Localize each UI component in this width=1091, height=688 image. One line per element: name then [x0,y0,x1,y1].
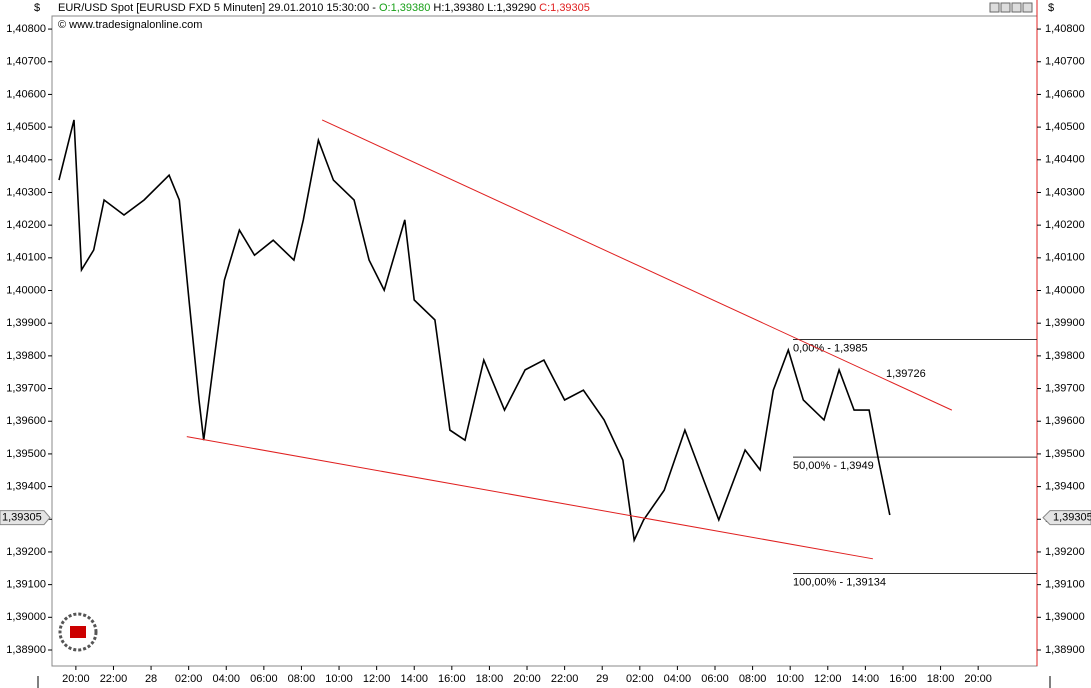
high-low: H:1,39380 L:1,39290 [433,2,536,14]
y-tick-label: 1,40200 [6,219,46,231]
x-tick-label: 16:00 [438,673,466,685]
y-tick-label: 1,38900 [1045,644,1085,656]
last-price-marker [0,510,51,526]
y-tick-label: 1,40700 [6,56,46,68]
x-tick-label: 28 [145,673,157,685]
plot-area [51,15,1038,667]
open: O:1,39380 [379,2,430,14]
fib-label: 50,00% - 1,3949 [793,460,874,472]
x-tick-label: 20:00 [62,673,90,685]
x-tick-label: 06:00 [250,673,278,685]
button[interactable] [989,2,1000,13]
close: C:1,39305 [539,2,590,14]
y-tick-label: 1,39100 [1045,579,1085,591]
x-tick-label: 20:00 [513,673,541,685]
x-tick-label: 02:00 [626,673,654,685]
y-tick-label: 1,39700 [6,382,46,394]
y-tick-label: 1,39600 [1045,415,1085,427]
x-tick-label: 14:00 [400,673,428,685]
x-tick-label: 04:00 [664,673,692,685]
logo [58,612,98,652]
y-tick-label: 1,38900 [6,644,46,656]
x-tick-label: 14:00 [852,673,880,685]
y-tick-label: 1,39200 [1045,546,1085,558]
title: EUR/USD Spot [EURUSD FXD 5 Minuten] 29.0… [58,2,379,14]
y-tick-label: 1,40500 [1045,121,1085,133]
y-tick-label: 1,40800 [6,23,46,35]
y-tick-label: 1,39100 [6,579,46,591]
x-tick-label: 02:00 [175,673,203,685]
fib-label: 100,00% - 1,39134 [793,576,886,588]
trendline [186,436,873,560]
y-tick-label: 1,40500 [6,121,46,133]
x-tick-label: 10:00 [325,673,353,685]
x-tick-label: 08:00 [288,673,316,685]
y-tick-label: 1,39800 [1045,350,1085,362]
y-tick-label: 1,40000 [1045,284,1085,296]
y-tick-label: 1,39400 [1045,480,1085,492]
x-tick-label: 18:00 [476,673,504,685]
x-tick-label: 29 [596,673,608,685]
button[interactable] [1022,2,1033,13]
y-tick-label: 1,40000 [6,284,46,296]
y-tick-label: 1,39500 [6,448,46,460]
x-tick-label: 22:00 [551,673,579,685]
x-tick-label: 12:00 [814,673,842,685]
x-tick-label: 04:00 [212,673,240,685]
last-price-label: 1,39305 [2,512,42,524]
last-price-marker [1042,510,1091,526]
x-tick-label: 18:00 [927,673,955,685]
trendline [321,119,953,411]
y-tick-label: 1,39900 [6,317,46,329]
y-tick-label: 1,39600 [6,415,46,427]
x-tick-label: 10:00 [776,673,804,685]
price-line [58,119,891,543]
y-tick-label: 1,39500 [1045,448,1085,460]
y-tick-label: 1,40600 [1045,88,1085,100]
y-tick-label: 1,39400 [6,480,46,492]
copyright: © www.tradesignalonline.com [58,19,202,31]
button[interactable] [1000,2,1011,13]
y-tick-label: 1,40100 [1045,252,1085,264]
y-tick-label: 1,40200 [1045,219,1085,231]
button[interactable] [1011,2,1022,13]
x-tick-label: 20:00 [964,673,992,685]
y-tick-label: 1,39200 [6,546,46,558]
y-tick-label: 1,40100 [6,252,46,264]
y-tick-label: 1,39800 [6,350,46,362]
y-tick-label: 1,40300 [6,186,46,198]
y-tick-label: 1,39700 [1045,382,1085,394]
y-tick-label: 1,40300 [1045,186,1085,198]
annotation: 1,39726 [886,368,926,380]
x-tick-label: 22:00 [100,673,128,685]
currency-right: $ [1048,2,1054,14]
fib-label: 0,00% - 1,3985 [793,342,868,354]
y-tick-label: 1,39900 [1045,317,1085,329]
y-tick-label: 1,40800 [1045,23,1085,35]
y-tick-label: 1,40600 [6,88,46,100]
chart-title: EUR/USD Spot [EURUSD FXD 5 Minuten] 29.0… [58,2,590,14]
x-tick-label: 12:00 [363,673,391,685]
x-tick-label: 16:00 [889,673,917,685]
x-tick-label: 06:00 [701,673,729,685]
y-tick-label: 1,40400 [6,154,46,166]
y-tick-label: 1,40700 [1045,56,1085,68]
y-tick-label: 1,40400 [1045,154,1085,166]
last-price-label: 1,39305 [1053,512,1091,524]
currency-left: $ [34,2,40,14]
y-tick-label: 1,39000 [6,611,46,623]
x-tick-label: 08:00 [739,673,767,685]
window-buttons [989,2,1033,13]
y-tick-label: 1,39000 [1045,611,1085,623]
